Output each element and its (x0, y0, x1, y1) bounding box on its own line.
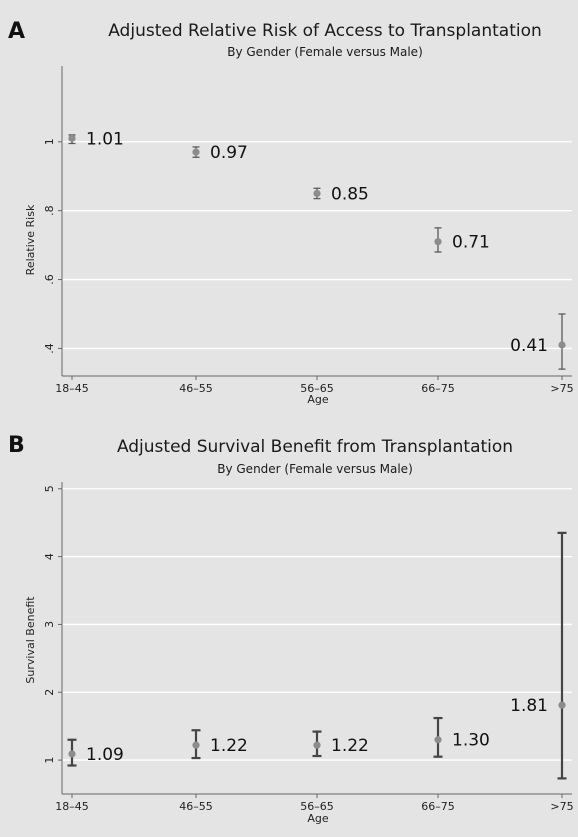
panel-a-point (192, 148, 200, 156)
panel-b-data-label: 1.22 (210, 736, 248, 756)
panel-a-xtick-label: 56–65 (300, 382, 334, 395)
panel-a-ytick-label: .8 (43, 205, 56, 216)
panel-b-xtick-label: >75 (550, 800, 573, 813)
panel-a-letter: A (8, 19, 25, 44)
panel-b-point (558, 701, 566, 709)
panel-b-letter: B (8, 433, 25, 458)
panel-b-point (68, 750, 76, 758)
panel-a-subtitle: By Gender (Female versus Male) (227, 45, 423, 59)
panel-b-data-label: 1.22 (331, 736, 369, 756)
panel-a-point (313, 189, 321, 198)
panel-a-data-label: 0.97 (210, 143, 248, 163)
panel-b-ytick-label: 5 (43, 485, 56, 492)
panel-a-point (68, 134, 76, 142)
panel-a-xtick-label: 66–75 (421, 382, 455, 395)
panel-b-ytick-label: 4 (43, 553, 56, 560)
panel-b-ylabel: Survival Benefit (24, 596, 37, 684)
panel-b-ytick-label: 1 (43, 757, 56, 764)
panel-a-xtick-label: >75 (550, 382, 573, 395)
panel-b-point (192, 741, 200, 749)
panel-a-xtick-label: 46–55 (179, 382, 213, 395)
panel-b-xtick-label: 56–65 (300, 800, 334, 813)
panel-a-title: Adjusted Relative Risk of Access to Tran… (108, 21, 542, 41)
panel-a-ytick-label: 1 (43, 138, 56, 145)
panel-a-plot-area (62, 66, 572, 376)
panel-b-data-label: 1.09 (86, 745, 124, 765)
panel-a-data-label: 0.71 (452, 233, 490, 253)
panel-a-point (558, 341, 566, 349)
panel-a-ytick-label: .6 (43, 274, 56, 285)
panel-a-xtick-label: 18–45 (55, 382, 89, 395)
panel-b-xtick-label: 46–55 (179, 800, 213, 813)
panel-b-xtick-label: 18–45 (55, 800, 89, 813)
panel-a-data-label: 1.01 (86, 129, 124, 149)
panel-b-xtick-label: 66–75 (421, 800, 455, 813)
panel-b-title: Adjusted Survival Benefit from Transplan… (117, 437, 513, 457)
panel-a-data-label: 0.41 (510, 336, 548, 356)
panel-a-xlabel: Age (307, 393, 329, 406)
panel-a-data-label: 0.85 (331, 184, 369, 204)
panel-b-point (313, 741, 321, 749)
panel-a-plot: .4 .6 .8 1 18–45 46–55 56–65 66–75 >75 1.01 0.97 0.… (43, 66, 574, 395)
panel-a-ylabel: Relative Risk (24, 204, 37, 275)
panel-b-ytick-label: 2 (43, 689, 56, 696)
panel-b-ytick-label: 3 (43, 621, 56, 628)
panel-b-xlabel: Age (307, 812, 329, 825)
panel-b-point (434, 736, 442, 744)
panel-b-data-label: 1.81 (510, 696, 548, 716)
panel-b-plot: 1 2 3 4 5 18–45 46–55 56–65 66–75 >75 1.09 1.22 1.22… (43, 482, 574, 813)
panel-b-subtitle: By Gender (Female versus Male) (217, 462, 413, 476)
panel-b-data-label: 1.30 (452, 731, 490, 751)
panel-a-point (434, 238, 442, 246)
panel-a-ytick-label: .4 (43, 343, 56, 354)
